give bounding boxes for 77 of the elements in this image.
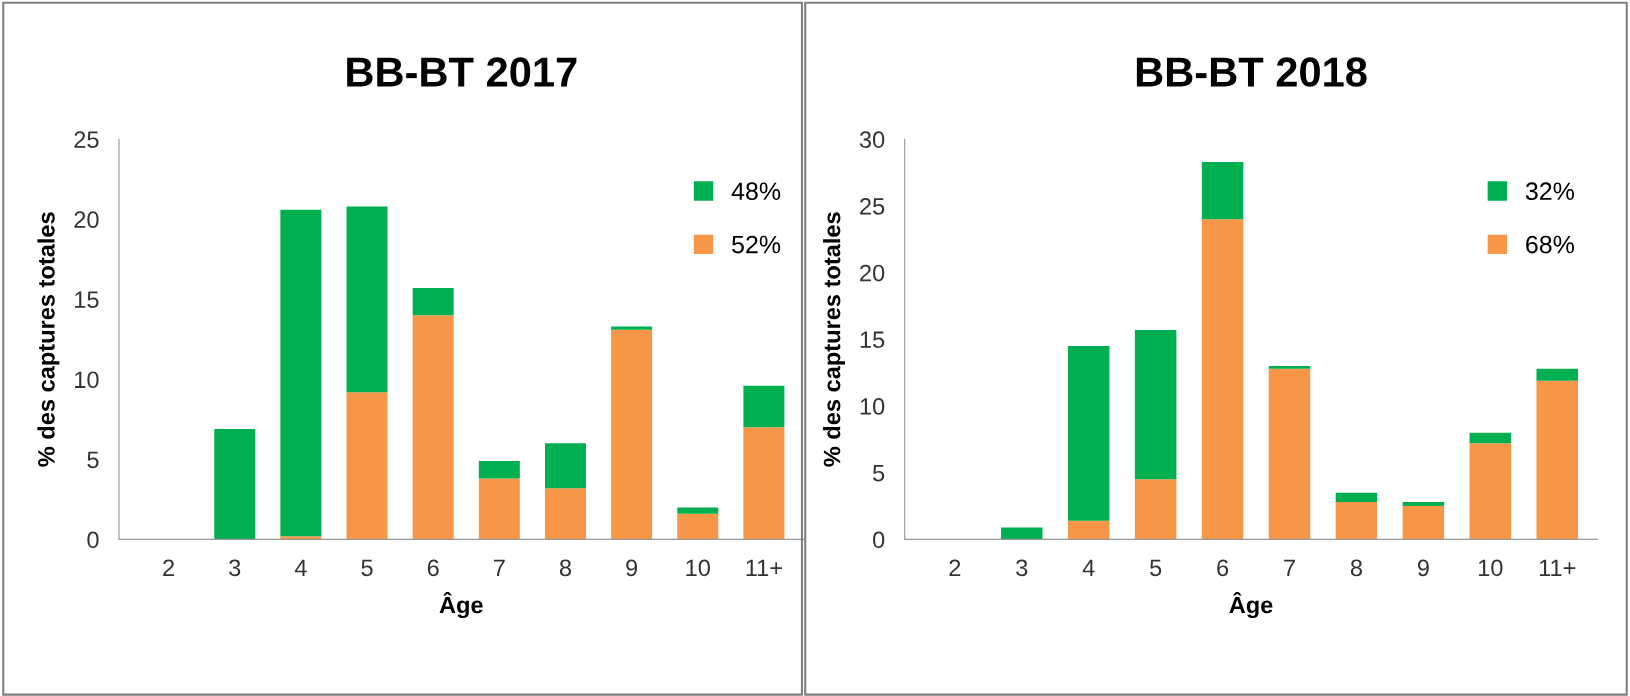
- x-tick-label: 9: [626, 559, 638, 577]
- bar: [677, 513, 719, 540]
- bar: [1134, 479, 1177, 540]
- bar: [1335, 502, 1378, 540]
- x-tick-label: 5: [1150, 559, 1162, 577]
- y-tick-label: 30: [859, 131, 885, 148]
- y-tick-label: 5: [87, 451, 99, 469]
- bar: [1268, 365, 1311, 369]
- x-tick-label: 11+: [746, 559, 782, 576]
- bar: [1536, 368, 1578, 381]
- bar: [412, 288, 454, 316]
- bar: [1402, 506, 1445, 540]
- bar: [611, 329, 653, 540]
- legend-label: 32%: [1525, 182, 1575, 201]
- y-axis-title: % des captures totales: [37, 212, 60, 467]
- bar: [346, 392, 388, 540]
- bar: [1067, 345, 1110, 521]
- x-tick-label: 2: [163, 559, 174, 576]
- x-tick-label: 9: [1417, 559, 1429, 577]
- y-tick-label: 10: [860, 398, 885, 415]
- bar: [1134, 329, 1177, 480]
- bar: [743, 385, 785, 428]
- bar: [214, 428, 256, 540]
- x-axis-title: Âge: [439, 591, 483, 619]
- bar: [412, 315, 454, 540]
- bar: [1402, 502, 1445, 507]
- bar: [611, 326, 653, 330]
- x-tick-label: 3: [229, 559, 241, 577]
- bar: [1268, 368, 1311, 540]
- x-tick-label: 6: [1217, 559, 1229, 577]
- y-axis-title: % des captures totales: [823, 212, 846, 467]
- bar: [478, 460, 520, 479]
- bar: [1335, 492, 1378, 503]
- bar: [677, 507, 719, 514]
- bar: [1067, 520, 1110, 540]
- x-tick-label: 11+: [1539, 559, 1576, 576]
- bar: [1201, 161, 1244, 220]
- bar: [544, 443, 586, 489]
- y-tick-label: 0: [87, 531, 99, 549]
- y-tick-label: 15: [75, 291, 99, 309]
- x-tick-label: 10: [686, 559, 710, 577]
- bar: [280, 536, 322, 540]
- bar: [1469, 432, 1512, 444]
- bar: [1201, 219, 1244, 540]
- bar: [280, 209, 322, 537]
- x-tick-label: 3: [1016, 559, 1028, 577]
- y-tick-label: 5: [873, 465, 885, 482]
- x-tick-label: 4: [294, 559, 307, 576]
- x-tick-label: 7: [493, 559, 505, 576]
- bar: [478, 478, 520, 540]
- x-tick-label: 2: [949, 559, 961, 576]
- legend-label: 68%: [1526, 235, 1575, 254]
- y-tick-label: 25: [74, 131, 99, 148]
- x-tick-label: 8: [1350, 559, 1362, 577]
- x-tick-label: 10: [1478, 559, 1503, 577]
- bar: [346, 206, 388, 393]
- bar: [544, 488, 586, 540]
- y-tick-label: 0: [873, 531, 885, 549]
- x-tick-label: 7: [1284, 559, 1295, 576]
- x-tick-label: 4: [1082, 559, 1095, 576]
- bar: [743, 427, 785, 540]
- y-tick-label: 20: [860, 264, 885, 282]
- x-axis-title: Âge: [1229, 591, 1273, 619]
- bar: [1001, 527, 1043, 540]
- chart-title: BB-BT 2017: [347, 57, 577, 87]
- y-tick-label: 10: [75, 371, 99, 389]
- y-tick-label: 20: [74, 211, 99, 229]
- x-tick-label: 6: [427, 559, 439, 577]
- legend-label: 48%: [731, 182, 781, 201]
- bar: [1469, 443, 1512, 540]
- bar: [1536, 380, 1578, 540]
- x-tick-label: 5: [361, 559, 373, 577]
- x-tick-label: 8: [559, 559, 572, 577]
- y-tick-label: 15: [860, 331, 885, 349]
- chart-title: BB-BT 2018: [1136, 57, 1367, 87]
- y-tick-label: 25: [860, 197, 885, 215]
- legend-label: 52%: [732, 235, 781, 254]
